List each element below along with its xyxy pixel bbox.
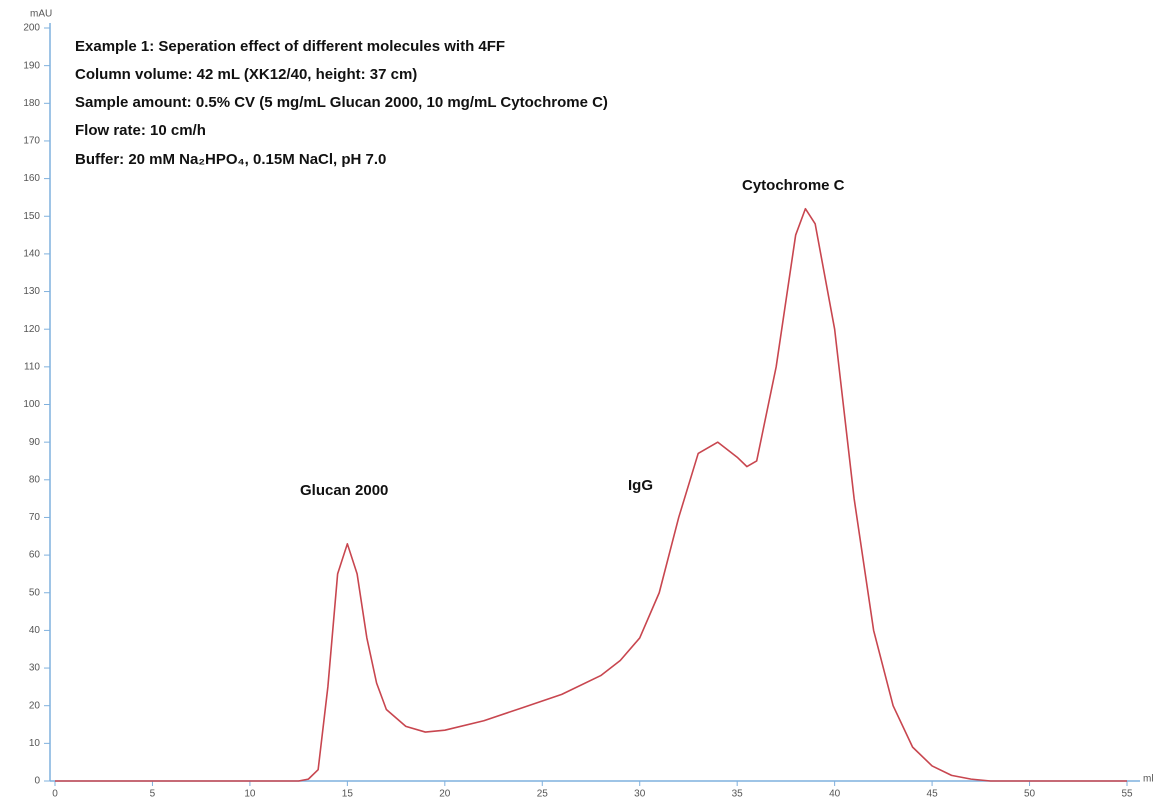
y-tick-label: 10 bbox=[29, 738, 41, 749]
x-tick-label: 35 bbox=[732, 789, 744, 800]
y-tick-label: 50 bbox=[29, 587, 41, 598]
x-tick-label: 55 bbox=[1121, 789, 1133, 800]
y-tick-label: 150 bbox=[23, 211, 40, 222]
x-tick-label: 40 bbox=[829, 789, 841, 800]
y-tick-label: 110 bbox=[24, 361, 40, 372]
chromatogram-line bbox=[55, 207, 1127, 782]
y-tick-label: 160 bbox=[23, 173, 40, 184]
y-tick-label: 0 bbox=[34, 776, 40, 787]
x-tick-label: 25 bbox=[537, 789, 549, 800]
y-tick-label: 190 bbox=[23, 60, 40, 71]
x-tick-label: 10 bbox=[244, 789, 256, 800]
x-tick-label: 15 bbox=[342, 789, 354, 800]
y-tick-label: 90 bbox=[29, 437, 41, 448]
y-tick-label: 80 bbox=[29, 474, 41, 485]
y-tick-label: 70 bbox=[29, 512, 41, 523]
y-tick-label: 20 bbox=[29, 700, 41, 711]
x-tick-label: 30 bbox=[634, 789, 646, 800]
x-tick-label: 5 bbox=[150, 789, 156, 800]
y-tick-label: 40 bbox=[29, 625, 41, 636]
y-tick-label: 100 bbox=[23, 399, 40, 410]
y-tick-label: 170 bbox=[23, 136, 40, 147]
x-tick-label: 50 bbox=[1024, 789, 1036, 800]
y-tick-label: 130 bbox=[23, 286, 40, 297]
peak-label: Glucan 2000 bbox=[300, 482, 388, 499]
annotation: Sample amount: 0.5% CV (5 mg/mL Glucan 2… bbox=[75, 94, 608, 111]
x-tick-label: 20 bbox=[439, 789, 451, 800]
peak-label: Cytochrome C bbox=[742, 177, 845, 194]
annotation: Flow rate: 10 cm/h bbox=[75, 122, 206, 139]
x-axis-label: ml bbox=[1143, 774, 1154, 785]
annotation: Example 1: Seperation effect of differen… bbox=[75, 38, 505, 55]
x-tick-label: 45 bbox=[927, 789, 939, 800]
y-axis-label: mAU bbox=[30, 9, 52, 20]
annotation: Column volume: 42 mL (XK12/40, height: 3… bbox=[75, 66, 417, 83]
y-tick-label: 120 bbox=[23, 324, 40, 335]
y-tick-label: 200 bbox=[23, 23, 40, 34]
x-tick-label: 0 bbox=[52, 789, 58, 800]
y-tick-label: 60 bbox=[29, 550, 41, 561]
y-tick-label: 30 bbox=[29, 663, 41, 674]
y-tick-label: 140 bbox=[23, 249, 40, 260]
annotation: Buffer: 20 mM Na₂HPO₄, 0.15M NaCl, pH 7.… bbox=[75, 151, 386, 168]
y-tick-label: 180 bbox=[23, 98, 40, 109]
peak-label: IgG bbox=[628, 477, 653, 494]
